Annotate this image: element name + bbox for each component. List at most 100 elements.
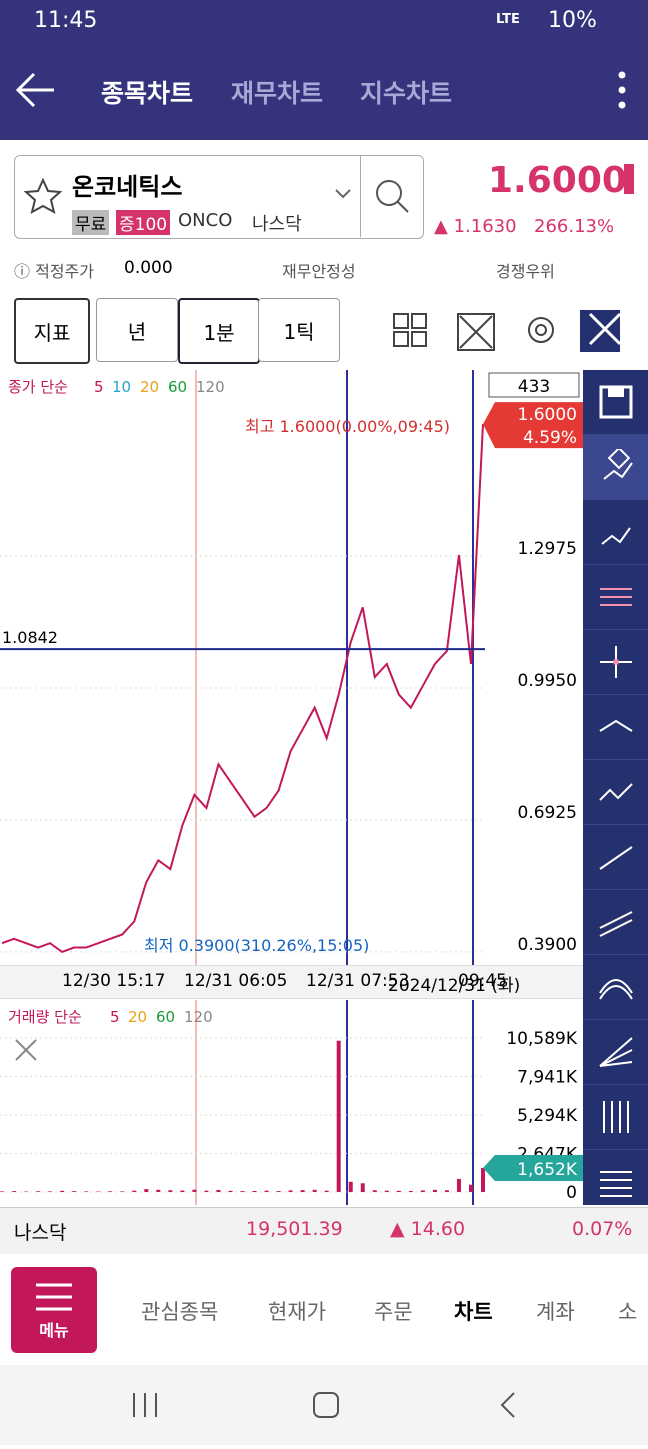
legend-period: 60 — [168, 378, 187, 396]
volume-bar — [433, 1190, 437, 1192]
legend-period: 20 — [128, 1008, 147, 1026]
x-tick-label: 12/30 15:17 — [62, 971, 165, 991]
volume-bar — [36, 1191, 40, 1192]
price-bar — [624, 164, 634, 194]
index-value: 19,501.39 — [246, 1218, 343, 1240]
tool[interactable] — [583, 1020, 648, 1085]
tab[interactable]: 종목차트 — [101, 74, 193, 110]
volume-bar — [349, 1182, 353, 1192]
volume-bar — [457, 1179, 461, 1192]
volume-bar — [385, 1191, 389, 1192]
legend-period: 60 — [156, 1008, 175, 1026]
tool[interactable] — [583, 890, 648, 955]
y-tick-label: 0.3900 — [518, 935, 577, 955]
price-change: ▲ 1.1630 — [434, 216, 517, 237]
close-icon — [16, 1040, 36, 1060]
nav-tab[interactable]: 관심종목 — [141, 1296, 218, 1326]
dropdown[interactable] — [334, 188, 352, 200]
toolbar-icons[interactable] — [390, 310, 620, 352]
nav-tab[interactable]: 주문 — [374, 1296, 413, 1326]
legend-period: 120 — [196, 378, 225, 396]
status-time: 11:45 — [34, 8, 97, 33]
more-menu[interactable] — [612, 70, 632, 110]
volume-bar — [253, 1191, 257, 1192]
nav-tab[interactable]: 소 — [618, 1296, 637, 1326]
y-tick-label: 10,589K — [506, 1029, 577, 1049]
info-item[interactable]: 재무안정성 — [282, 258, 356, 282]
y-tick-label: 1.2975 — [518, 539, 577, 559]
y-tick-label: 0 — [566, 1183, 577, 1203]
nav-tab[interactable]: 현재가 — [268, 1296, 326, 1326]
annotation-high: 최고 1.6000(0.00%,09:45) — [245, 417, 450, 436]
volume-bar — [265, 1191, 269, 1192]
status-network: LTE — [496, 12, 520, 27]
volume-bar — [216, 1190, 220, 1192]
nav-tab[interactable]: 계좌 — [536, 1296, 575, 1326]
tool[interactable] — [583, 1150, 648, 1215]
volume-bar — [132, 1191, 136, 1192]
tool[interactable] — [583, 630, 648, 695]
legend-period: 120 — [184, 1008, 213, 1026]
legend-period: 5 — [94, 378, 104, 396]
info-item[interactable]: 경쟁우위 — [496, 258, 555, 282]
period-button[interactable]: 년 — [96, 298, 178, 362]
tool[interactable] — [583, 1085, 648, 1150]
tool[interactable] — [583, 760, 648, 825]
y-tick-label: 5,294K — [517, 1106, 578, 1126]
volume-bar — [60, 1191, 64, 1192]
volume-bar — [469, 1185, 473, 1192]
volume-bar — [168, 1190, 172, 1192]
ticker: ONCO — [178, 210, 232, 231]
volume-bar — [277, 1191, 281, 1192]
volume-bar — [72, 1191, 76, 1192]
current-tag-label: 1,652K — [517, 1160, 578, 1180]
volume-bar — [0, 1191, 4, 1192]
volume-bar — [180, 1191, 184, 1192]
nav-tab[interactable]: 차트 — [454, 1296, 493, 1326]
volume-bar — [144, 1189, 148, 1192]
volume-bar — [325, 1191, 329, 1192]
volume-bar — [192, 1190, 196, 1192]
indicator-button[interactable]: 지표 — [14, 298, 90, 364]
volume-bar — [409, 1191, 413, 1192]
legend-title: 거래량 단순 — [8, 1008, 82, 1026]
index-name: 나스닥 — [14, 1218, 66, 1245]
tool[interactable] — [583, 955, 648, 1020]
period-button[interactable]: 1분 — [178, 298, 260, 364]
tool[interactable] — [583, 695, 648, 760]
volume-bar — [84, 1191, 88, 1192]
volume-bar — [337, 1041, 341, 1192]
tool-save[interactable] — [583, 370, 648, 435]
tool[interactable] — [583, 825, 648, 890]
volume-bar — [481, 1168, 485, 1192]
system-nav — [0, 1365, 648, 1445]
volume-bar — [108, 1191, 112, 1192]
tool-eraser[interactable] — [583, 435, 648, 500]
volume-bar — [445, 1190, 449, 1192]
tab[interactable]: 재무차트 — [231, 74, 323, 110]
menu-button[interactable]: 메뉴 — [11, 1267, 97, 1353]
x-tick-label: 12/31 06:05 — [184, 971, 287, 991]
back-button[interactable] — [14, 70, 56, 110]
volume-bar — [156, 1190, 160, 1192]
volume-bar — [421, 1190, 425, 1192]
status-battery: 10% — [548, 8, 597, 33]
tool[interactable] — [583, 565, 648, 630]
period-button[interactable]: 1틱 — [258, 298, 340, 362]
tab[interactable]: 지수차트 — [360, 74, 452, 110]
fair-label: ⓘ 적정주가 — [14, 258, 94, 282]
search-button[interactable] — [360, 155, 423, 237]
volume-bar — [397, 1191, 401, 1192]
tool[interactable] — [583, 500, 648, 565]
menu-label: 메뉴 — [11, 1317, 97, 1341]
market: 나스닥 — [252, 210, 302, 236]
high-tag-pct: 4.59% — [523, 428, 577, 448]
fair-label-text: 적정주가 — [35, 262, 94, 281]
favorite-star[interactable] — [24, 178, 62, 214]
legend-period: 20 — [140, 378, 159, 396]
legend-period: 10 — [112, 378, 131, 396]
y-tick-label: 0.9950 — [518, 671, 577, 691]
price: 1.6000 — [488, 160, 627, 201]
